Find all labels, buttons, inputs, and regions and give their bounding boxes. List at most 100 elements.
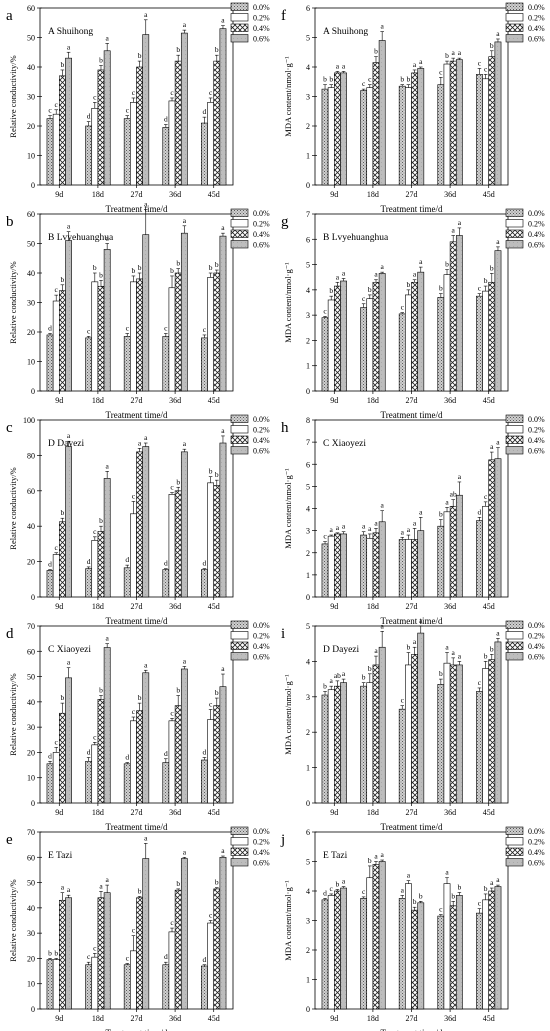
significance-letter: b: [457, 882, 461, 891]
panel-subtitle: E Tazi: [323, 851, 348, 861]
significance-letter: a: [221, 664, 225, 673]
legend-label: 0.2%: [528, 838, 545, 847]
bar: [476, 74, 483, 186]
legend-label: 0.2%: [528, 14, 545, 23]
legend-label: 0.4%: [528, 230, 545, 239]
significance-letter: c: [478, 899, 482, 908]
y-tick-label: 20: [27, 558, 35, 567]
legend-swatch: [230, 631, 249, 640]
bar: [130, 950, 137, 1010]
y-tick-label: 1: [306, 152, 310, 161]
significance-letter: d: [48, 560, 52, 569]
significance-letter: c: [170, 708, 174, 717]
bar: [366, 538, 374, 598]
significance-letter: b: [48, 948, 52, 957]
significance-letter: a: [490, 442, 494, 451]
bar: [476, 912, 483, 1010]
significance-letter: a: [105, 875, 109, 884]
panel-j: j E Tazi 0 1 2 3 4 5 6 MDA content/nmol·g⁻¹ Treatm…: [280, 826, 545, 1031]
bar: [449, 241, 457, 392]
legend-swatch: [505, 13, 524, 22]
y-tick-label: 5: [306, 482, 310, 491]
significance-letter: a: [362, 522, 366, 531]
panel-subtitle: B Lvyehuanghua: [48, 233, 114, 243]
bar: [327, 895, 335, 1010]
bar: [136, 710, 143, 804]
significance-letter: b: [99, 56, 103, 65]
significance-letter: c: [478, 284, 482, 293]
bar: [219, 28, 227, 186]
bar: [219, 235, 227, 392]
significance-letter: a: [342, 877, 346, 886]
y-tick-label: 30: [27, 929, 35, 938]
significance-letter: b: [61, 508, 65, 517]
significance-letter: a: [183, 847, 187, 856]
significance-letter: a: [380, 850, 384, 859]
significance-letter: a: [407, 871, 411, 880]
significance-letter: ab: [334, 671, 341, 680]
significance-letter: b: [490, 41, 494, 50]
significance-letter: a: [144, 433, 148, 442]
significance-letter: a: [183, 656, 187, 665]
bar: [340, 533, 347, 598]
bar: [360, 898, 368, 1010]
legend-swatch: [230, 2, 249, 11]
y-tick-label: 0: [306, 799, 310, 808]
bar: [52, 554, 60, 598]
bar: [321, 899, 329, 1010]
legend-label: 0.6%: [528, 241, 545, 250]
bar: [378, 40, 386, 186]
bar: [378, 521, 386, 598]
significance-letter: b: [215, 878, 219, 887]
x-tick-label: 9d: [330, 1014, 338, 1023]
bar: [327, 535, 335, 598]
bar: [443, 274, 451, 392]
bar: [360, 534, 368, 598]
significance-letter: b: [362, 673, 366, 682]
panel-letter: c: [6, 420, 13, 436]
significance-letter: a: [67, 42, 71, 51]
y-tick-label: 40: [27, 904, 35, 913]
bar: [482, 505, 489, 598]
panel-e: e E Tazi 0 10 20 30 40 50 60 70 Relative conductiv…: [6, 826, 270, 1031]
bar: [398, 313, 406, 392]
significance-letter: d: [164, 559, 168, 568]
bar: [372, 864, 380, 1010]
significance-letter: b: [61, 60, 65, 69]
panel-letter: j: [280, 832, 285, 848]
y-tick-label: 50: [27, 879, 35, 888]
significance-letter: c: [203, 325, 207, 334]
significance-letter: c: [132, 707, 136, 716]
y-tick-label: 60: [27, 647, 35, 656]
bar: [136, 897, 143, 1010]
panel-g: g B Lvyehuanghua 0 1 2 3 4 5 6 7 MDA content/nmol·…: [281, 208, 545, 420]
x-tick-label: 18d: [92, 808, 104, 817]
legend: 0.0% 0.2%0.4% 0.6%: [505, 414, 545, 456]
bar: [366, 682, 374, 804]
y-tick-label: 100: [23, 416, 35, 425]
panel-c: c D Dayezi 0 20 40 60 80 100 Relative conductivi…: [6, 414, 270, 626]
legend-label: 0.2%: [253, 632, 270, 641]
significance-letter: a: [458, 472, 462, 481]
panel-subtitle: D Dayezi: [323, 645, 359, 655]
legend-swatch: [505, 826, 524, 835]
bar: [405, 883, 412, 1010]
significance-letter: b: [439, 669, 443, 678]
significance-letter: a: [413, 60, 417, 69]
bar: [482, 290, 489, 392]
bar: [97, 699, 105, 804]
legend: 0.0% 0.2%0.4% 0.6%: [230, 208, 270, 250]
legend-label: 0.2%: [528, 632, 545, 641]
significance-letter: c: [93, 527, 97, 536]
y-tick-label: 0: [31, 387, 35, 396]
significance-letter: a: [496, 237, 500, 246]
bar: [123, 567, 131, 598]
x-tick-label: 27d: [406, 602, 418, 611]
x-tick-label: 18d: [367, 808, 379, 817]
bar: [103, 478, 111, 598]
panel-letter: e: [6, 832, 13, 848]
significance-letter: a: [105, 461, 109, 470]
significance-letter: a: [183, 439, 187, 448]
significance-letter: a: [138, 438, 142, 447]
x-axis-label: Treatment time/d: [381, 1028, 443, 1031]
